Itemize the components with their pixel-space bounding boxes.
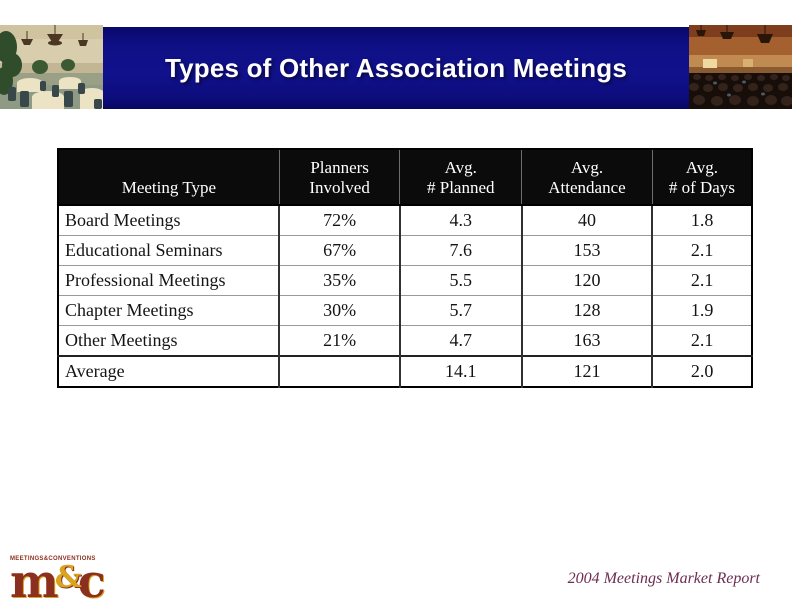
cell-avg-days: 2.1: [651, 235, 752, 266]
cell-planners-involved: 35%: [278, 265, 400, 296]
cell-avg-days: 1.9: [651, 295, 752, 326]
cell-avg-days: 2.0: [651, 355, 752, 387]
logo-mc-mark: m&c: [10, 558, 106, 604]
cell-meeting-type: Professional Meetings: [58, 265, 280, 296]
column-header-avg-days: Avg. # of Days: [651, 149, 752, 206]
cell-planners-involved: 30%: [278, 295, 400, 326]
cell-meeting-type: Chapter Meetings: [58, 295, 280, 326]
conference-hall-photo: [689, 25, 792, 109]
cell-avg-days: 2.1: [651, 325, 752, 356]
slide-title: Types of Other Association Meetings: [164, 52, 628, 83]
cell-avg-attendance: 40: [520, 204, 653, 236]
report-credit: 2004 Meetings Market Report: [567, 570, 760, 587]
column-header-avg-attendance: Avg. Attendance: [521, 149, 653, 206]
cell-avg-planned: 4.7: [398, 325, 522, 356]
table-row-other-meetings: Other Meetings 21% 4.7 163 2.1: [58, 325, 752, 356]
cell-meeting-type: Average: [58, 355, 280, 387]
cell-meeting-type: Other Meetings: [58, 325, 280, 356]
table-row-chapter-meetings: Chapter Meetings 30% 5.7 128 1.9: [58, 295, 752, 326]
table-row-board-meetings: Board Meetings 72% 4.3 40 1.8: [58, 204, 752, 236]
column-header-meeting-type: Meeting Type: [58, 149, 280, 206]
cell-planners-involved: 72%: [278, 204, 400, 236]
title-banner: [0, 27, 792, 109]
cell-avg-planned: 7.6: [398, 235, 522, 266]
logo-letter-m: m: [10, 554, 59, 608]
banquet-room-photo-art: [0, 25, 103, 109]
cell-avg-planned: 4.3: [398, 204, 522, 236]
cell-avg-planned: 5.7: [398, 295, 522, 326]
cell-avg-days: 1.8: [651, 204, 752, 236]
cell-avg-attendance: 128: [520, 295, 653, 326]
cell-avg-planned: 14.1: [398, 355, 522, 387]
cell-meeting-type: Educational Seminars: [58, 235, 280, 266]
logo-ampersand: &: [54, 560, 82, 595]
conference-hall-photo-art: [689, 25, 792, 109]
table-row-educational-seminars: Educational Seminars 67% 7.6 153 2.1: [58, 235, 752, 266]
cell-avg-days: 2.1: [651, 265, 752, 296]
cell-planners-involved: 67%: [278, 235, 400, 266]
meetings-data-table: Meeting Type Planners Involved Avg. # Pl…: [57, 148, 753, 388]
logo-wordmark-text: MEETINGS&CONVENTIONS: [10, 556, 96, 562]
cell-planners-involved: 21%: [278, 325, 400, 356]
cell-avg-attendance: 153: [520, 235, 653, 266]
cell-avg-attendance: 121: [520, 355, 653, 387]
column-header-avg-planned: Avg. # Planned: [399, 149, 522, 206]
meetings-and-conventions-logo: MEETINGS&CONVENTIONS m&c: [10, 556, 106, 604]
cell-avg-attendance: 163: [520, 325, 653, 356]
logo-letter-c: c: [77, 554, 106, 608]
cell-avg-planned: 5.5: [398, 265, 522, 296]
banquet-room-photo: [0, 25, 103, 109]
column-header-planners-involved: Planners Involved: [278, 149, 400, 206]
table-row-average: Average 14.1 121 2.0: [58, 355, 752, 387]
cell-avg-attendance: 120: [520, 265, 653, 296]
table-row-professional-meetings: Professional Meetings 35% 5.5 120 2.1: [58, 265, 752, 296]
cell-planners-involved: [278, 355, 400, 387]
table-header-row: Meeting Type Planners Involved Avg. # Pl…: [58, 149, 752, 206]
cell-meeting-type: Board Meetings: [58, 204, 280, 236]
